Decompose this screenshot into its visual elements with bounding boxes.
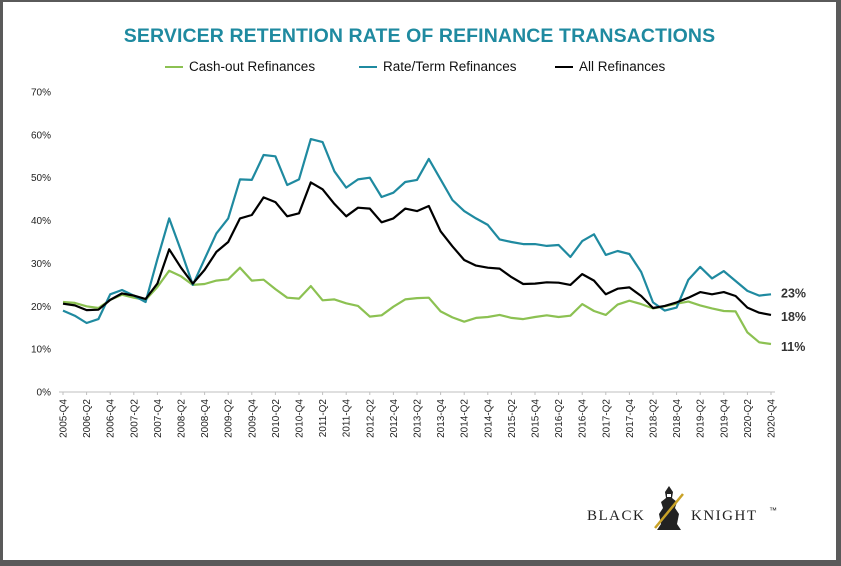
y-tick-label: 40% [31, 216, 51, 227]
black-knight-logo: BLACK KNIGHT ™ [585, 484, 785, 534]
x-tick-label: 2007-Q2 [129, 399, 140, 438]
x-tick-label: 2010-Q2 [271, 399, 282, 438]
chart-frame: SERVICER RETENTION RATE OF REFINANCE TRA… [3, 2, 836, 560]
end-label: 23% [781, 286, 806, 300]
x-tick-label: 2007-Q4 [153, 399, 164, 438]
x-tick-label: 2013-Q2 [413, 399, 424, 438]
x-tick-label: 2019-Q4 [719, 399, 730, 438]
x-tick-label: 2014-Q2 [460, 399, 471, 438]
y-tick-label: 50% [31, 173, 51, 184]
legend-label-cash-out: Cash-out Refinances [189, 59, 316, 74]
legend-swatch-rate-term [359, 65, 377, 68]
legend-swatch-cash-out [165, 65, 183, 68]
x-tick-label: 2014-Q4 [483, 399, 494, 438]
x-tick-label: 2015-Q2 [507, 399, 518, 438]
x-tick-label: 2012-Q2 [365, 399, 376, 438]
x-tick-label: 2017-Q4 [625, 399, 636, 438]
y-tick-label: 0% [37, 388, 52, 399]
y-tick-label: 70% [31, 88, 51, 99]
end-label: 11% [781, 340, 805, 354]
x-tick-label: 2017-Q2 [601, 399, 612, 438]
knight-icon [654, 486, 684, 530]
y-tick-label: 10% [31, 345, 51, 356]
y-tick-label: 60% [31, 130, 51, 141]
y-tick-label: 30% [31, 259, 51, 270]
legend-label-rate-term: Rate/Term Refinances [383, 59, 517, 74]
legend-item-all: All Refinances [555, 59, 665, 74]
series-line-2 [62, 181, 772, 316]
end-label: 18% [781, 310, 806, 324]
legend-item-rate-term: Rate/Term Refinances [359, 59, 517, 74]
logo-text-left: BLACK [587, 508, 646, 524]
y-tick-label: 20% [31, 302, 51, 313]
trademark-mark: ™ [769, 506, 777, 515]
line-chart: 0% 10% 20% 30% 40% 50% 60% 70% 2005-Q4 2006-Q2 200… [31, 88, 806, 438]
x-tick-label: 2005-Q4 [59, 399, 70, 438]
x-tick-label: 2019-Q2 [696, 399, 707, 438]
x-tick-label: 2013-Q4 [436, 399, 447, 438]
legend: Cash-out Refinances Rate/Term Refinances… [3, 59, 836, 79]
x-tick-label: 2018-Q2 [649, 399, 660, 438]
series-line-1 [62, 138, 772, 325]
x-tick-label: 2008-Q4 [200, 399, 211, 438]
x-tick-label: 2020-Q2 [743, 399, 754, 438]
chart-title: SERVICER RETENTION RATE OF REFINANCE TRA… [123, 25, 716, 47]
x-tick-label: 2011-Q2 [318, 399, 329, 438]
x-tick-label: 2008-Q2 [177, 399, 188, 438]
x-tick-label: 2016-Q2 [554, 399, 565, 438]
x-tick-label: 2009-Q2 [224, 399, 235, 438]
x-tick-label: 2006-Q4 [106, 399, 117, 438]
x-tick-label: 2018-Q4 [672, 399, 683, 438]
logo-text-right: KNIGHT [691, 508, 758, 524]
x-tick-label: 2016-Q4 [578, 399, 589, 438]
x-tick-label: 2012-Q4 [389, 399, 400, 438]
x-tick-label: 2011-Q4 [342, 399, 353, 438]
x-tick-label: 2020-Q4 [767, 399, 778, 438]
x-tick-label: 2015-Q4 [531, 399, 542, 438]
legend-swatch-all [555, 65, 573, 68]
x-tick-label: 2009-Q4 [247, 399, 258, 438]
legend-item-cash-out: Cash-out Refinances [165, 59, 315, 74]
legend-label-all: All Refinances [579, 59, 666, 74]
x-tick-label: 2010-Q4 [295, 399, 306, 438]
x-tick-label: 2006-Q2 [82, 399, 93, 438]
